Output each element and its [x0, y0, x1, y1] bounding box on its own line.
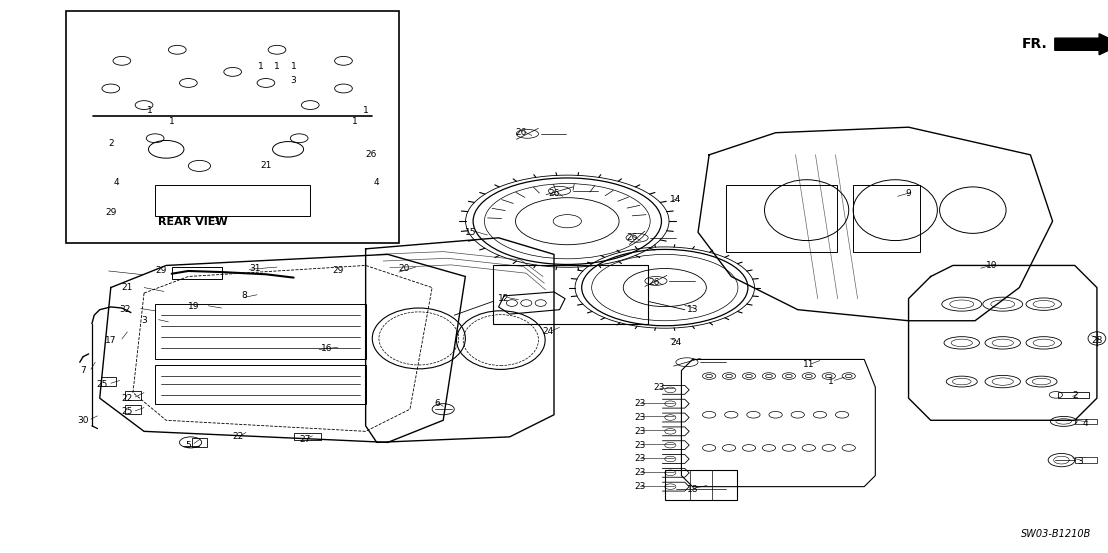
- Text: 1: 1: [351, 117, 358, 126]
- Text: 23: 23: [635, 427, 646, 436]
- Text: 20: 20: [399, 264, 410, 273]
- Text: 22: 22: [122, 394, 133, 403]
- Text: 14: 14: [670, 195, 681, 204]
- Text: 3: 3: [290, 76, 297, 85]
- Bar: [493, 265, 648, 324]
- Text: 29: 29: [155, 267, 166, 275]
- Text: 7: 7: [80, 366, 86, 375]
- Text: 28: 28: [1091, 336, 1102, 345]
- Text: 31: 31: [249, 264, 260, 273]
- Bar: [1058, 392, 1089, 398]
- Text: 26: 26: [626, 233, 637, 242]
- Text: 1: 1: [274, 62, 280, 71]
- Text: 25: 25: [96, 380, 107, 389]
- Text: 6: 6: [434, 399, 441, 408]
- Text: 26: 26: [548, 189, 560, 198]
- Text: 1: 1: [828, 377, 834, 386]
- Text: 23: 23: [635, 482, 646, 491]
- Text: 4: 4: [113, 178, 120, 187]
- Text: 23: 23: [635, 399, 646, 408]
- Text: 18: 18: [687, 485, 698, 494]
- Bar: [125, 391, 141, 400]
- Bar: [155, 365, 366, 404]
- Text: 23: 23: [635, 413, 646, 422]
- Text: 19: 19: [188, 302, 199, 311]
- Text: 2: 2: [1071, 391, 1078, 400]
- Bar: [125, 405, 141, 414]
- Text: 29: 29: [332, 267, 343, 275]
- Text: 5: 5: [185, 441, 192, 450]
- Text: 3: 3: [213, 217, 219, 226]
- Text: 22: 22: [233, 432, 244, 441]
- Text: 1: 1: [168, 117, 175, 126]
- Text: SW03-B1210B: SW03-B1210B: [1020, 529, 1091, 539]
- Text: 13: 13: [687, 305, 698, 314]
- Text: 26: 26: [648, 278, 659, 286]
- Text: 23: 23: [635, 455, 646, 463]
- Text: 8: 8: [240, 291, 247, 300]
- Text: 24: 24: [670, 338, 681, 347]
- Text: 21: 21: [260, 161, 271, 170]
- Text: 30: 30: [78, 416, 89, 425]
- Text: 24: 24: [543, 327, 554, 336]
- Text: 23: 23: [654, 383, 665, 392]
- Bar: [1075, 457, 1097, 463]
- Bar: [294, 433, 321, 440]
- Text: 12: 12: [499, 294, 510, 303]
- Text: 1: 1: [257, 62, 264, 71]
- FancyArrow shape: [1055, 34, 1108, 55]
- Text: 11: 11: [803, 361, 814, 369]
- Text: 2: 2: [107, 139, 114, 148]
- Bar: [172, 267, 222, 279]
- Bar: [155, 185, 310, 216]
- Text: 17: 17: [105, 336, 116, 345]
- Text: 4: 4: [373, 178, 380, 187]
- Text: 32: 32: [120, 305, 131, 314]
- Bar: [853, 185, 920, 252]
- Text: 1: 1: [146, 106, 153, 115]
- Text: 23: 23: [635, 468, 646, 477]
- Text: 10: 10: [986, 261, 997, 270]
- Text: 4: 4: [1083, 419, 1089, 427]
- Bar: [726, 185, 837, 252]
- Bar: [1075, 419, 1097, 424]
- Text: 3: 3: [141, 316, 147, 325]
- Text: 26: 26: [366, 150, 377, 159]
- Text: 29: 29: [105, 208, 116, 217]
- Text: 3: 3: [1077, 457, 1084, 466]
- Bar: [155, 304, 366, 359]
- Text: FR.: FR.: [1022, 37, 1047, 51]
- Bar: [665, 470, 737, 500]
- Text: 26: 26: [515, 128, 526, 137]
- Text: 9: 9: [905, 189, 912, 198]
- Text: 16: 16: [321, 344, 332, 353]
- Text: 25: 25: [122, 408, 133, 416]
- Text: 21: 21: [122, 283, 133, 292]
- Text: 1: 1: [362, 106, 369, 115]
- Bar: [192, 438, 207, 447]
- Bar: [66, 11, 399, 243]
- Text: REAR VIEW: REAR VIEW: [158, 217, 227, 227]
- Text: 1: 1: [290, 62, 297, 71]
- Text: 27: 27: [299, 435, 310, 444]
- Text: 15: 15: [465, 228, 476, 237]
- Text: 23: 23: [635, 441, 646, 450]
- Bar: [101, 377, 116, 386]
